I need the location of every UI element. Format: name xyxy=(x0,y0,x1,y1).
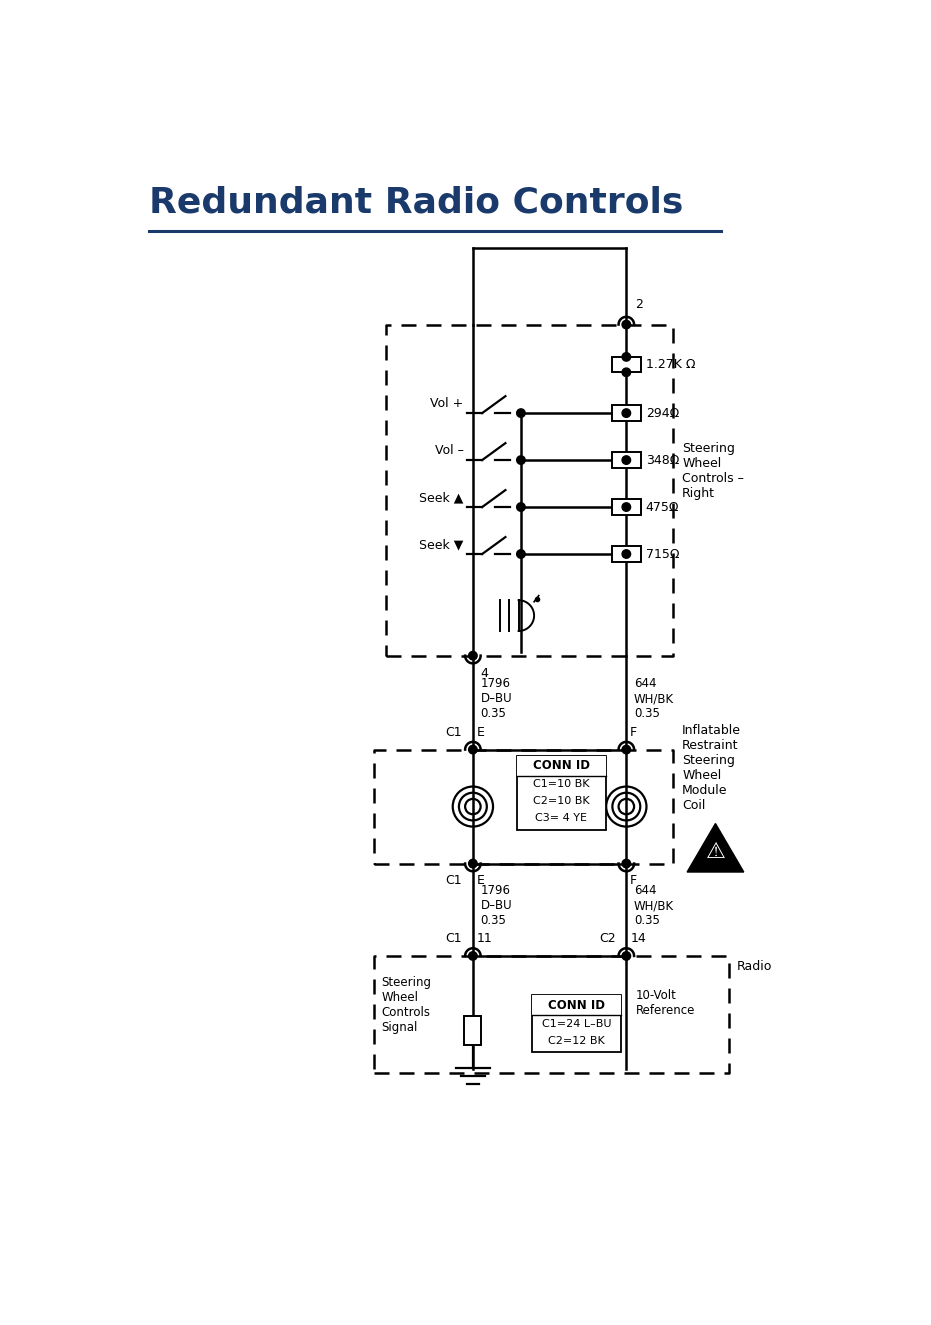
Bar xyxy=(517,755,606,829)
Bar xyxy=(533,995,621,1015)
Text: Seek ▲: Seek ▲ xyxy=(419,492,464,504)
Circle shape xyxy=(517,456,525,464)
Text: Inflatable
Restraint
Steering
Wheel
Module
Coil: Inflatable Restraint Steering Wheel Modu… xyxy=(682,723,741,812)
Text: C1=10 BK: C1=10 BK xyxy=(533,779,589,790)
Text: Vol –: Vol – xyxy=(435,444,464,457)
Text: ⚠: ⚠ xyxy=(706,841,725,863)
Text: C1: C1 xyxy=(445,933,462,945)
Bar xyxy=(517,755,606,775)
Text: C2: C2 xyxy=(599,933,615,945)
Text: 11: 11 xyxy=(477,933,492,945)
Text: 2: 2 xyxy=(636,298,643,310)
Circle shape xyxy=(622,368,630,376)
Circle shape xyxy=(468,746,477,754)
Text: CONN ID: CONN ID xyxy=(533,759,589,772)
Text: C1: C1 xyxy=(445,874,462,888)
Text: 10-Volt
Reference: 10-Volt Reference xyxy=(636,988,695,1016)
Circle shape xyxy=(622,409,630,417)
Text: C2=10 BK: C2=10 BK xyxy=(533,796,589,806)
Text: Steering
Wheel
Controls –
Right: Steering Wheel Controls – Right xyxy=(682,441,744,500)
Text: E: E xyxy=(477,726,485,739)
Text: CONN ID: CONN ID xyxy=(548,999,605,1012)
Circle shape xyxy=(517,502,525,511)
Text: 294Ω: 294Ω xyxy=(646,407,679,420)
Text: F: F xyxy=(630,874,638,888)
Circle shape xyxy=(622,746,630,754)
Text: 1796
D–BU
0.35: 1796 D–BU 0.35 xyxy=(480,884,512,928)
Text: Steering
Wheel
Controls
Signal: Steering Wheel Controls Signal xyxy=(382,977,431,1035)
Text: Vol +: Vol + xyxy=(430,398,464,409)
Bar xyxy=(612,546,641,562)
Circle shape xyxy=(468,652,477,660)
Bar xyxy=(533,995,621,1052)
Text: Radio: Radio xyxy=(736,959,772,973)
Bar xyxy=(612,356,641,372)
Circle shape xyxy=(517,409,525,417)
Circle shape xyxy=(622,951,630,961)
Text: C1: C1 xyxy=(445,726,462,739)
Text: E: E xyxy=(477,874,485,888)
Circle shape xyxy=(622,550,630,558)
Circle shape xyxy=(622,456,630,464)
Text: Redundant Radio Controls: Redundant Radio Controls xyxy=(149,186,683,220)
Circle shape xyxy=(622,860,630,868)
Bar xyxy=(612,500,641,514)
Text: 644
WH/BK
0.35: 644 WH/BK 0.35 xyxy=(634,677,674,721)
Text: 644
WH/BK
0.35: 644 WH/BK 0.35 xyxy=(634,884,674,928)
Circle shape xyxy=(468,951,477,961)
Bar xyxy=(612,452,641,468)
Text: 4: 4 xyxy=(480,668,489,680)
Text: C2=12 BK: C2=12 BK xyxy=(548,1036,605,1045)
Text: Seek ▼: Seek ▼ xyxy=(419,538,464,551)
Bar xyxy=(612,405,641,421)
Text: F: F xyxy=(630,726,638,739)
Circle shape xyxy=(622,321,630,329)
Text: 1796
D–BU
0.35: 1796 D–BU 0.35 xyxy=(480,677,512,721)
Circle shape xyxy=(517,550,525,558)
Text: C3= 4 YE: C3= 4 YE xyxy=(535,814,587,823)
Text: 475Ω: 475Ω xyxy=(646,501,680,514)
Text: 348Ω: 348Ω xyxy=(646,453,679,466)
Text: C1=24 L–BU: C1=24 L–BU xyxy=(542,1019,612,1028)
Circle shape xyxy=(468,860,477,868)
Circle shape xyxy=(622,352,630,362)
Polygon shape xyxy=(687,824,744,872)
Bar xyxy=(465,1016,481,1045)
Circle shape xyxy=(622,502,630,511)
Text: 1.27K Ω: 1.27K Ω xyxy=(646,358,695,371)
Text: 14: 14 xyxy=(630,933,646,945)
Text: 715Ω: 715Ω xyxy=(646,547,680,560)
